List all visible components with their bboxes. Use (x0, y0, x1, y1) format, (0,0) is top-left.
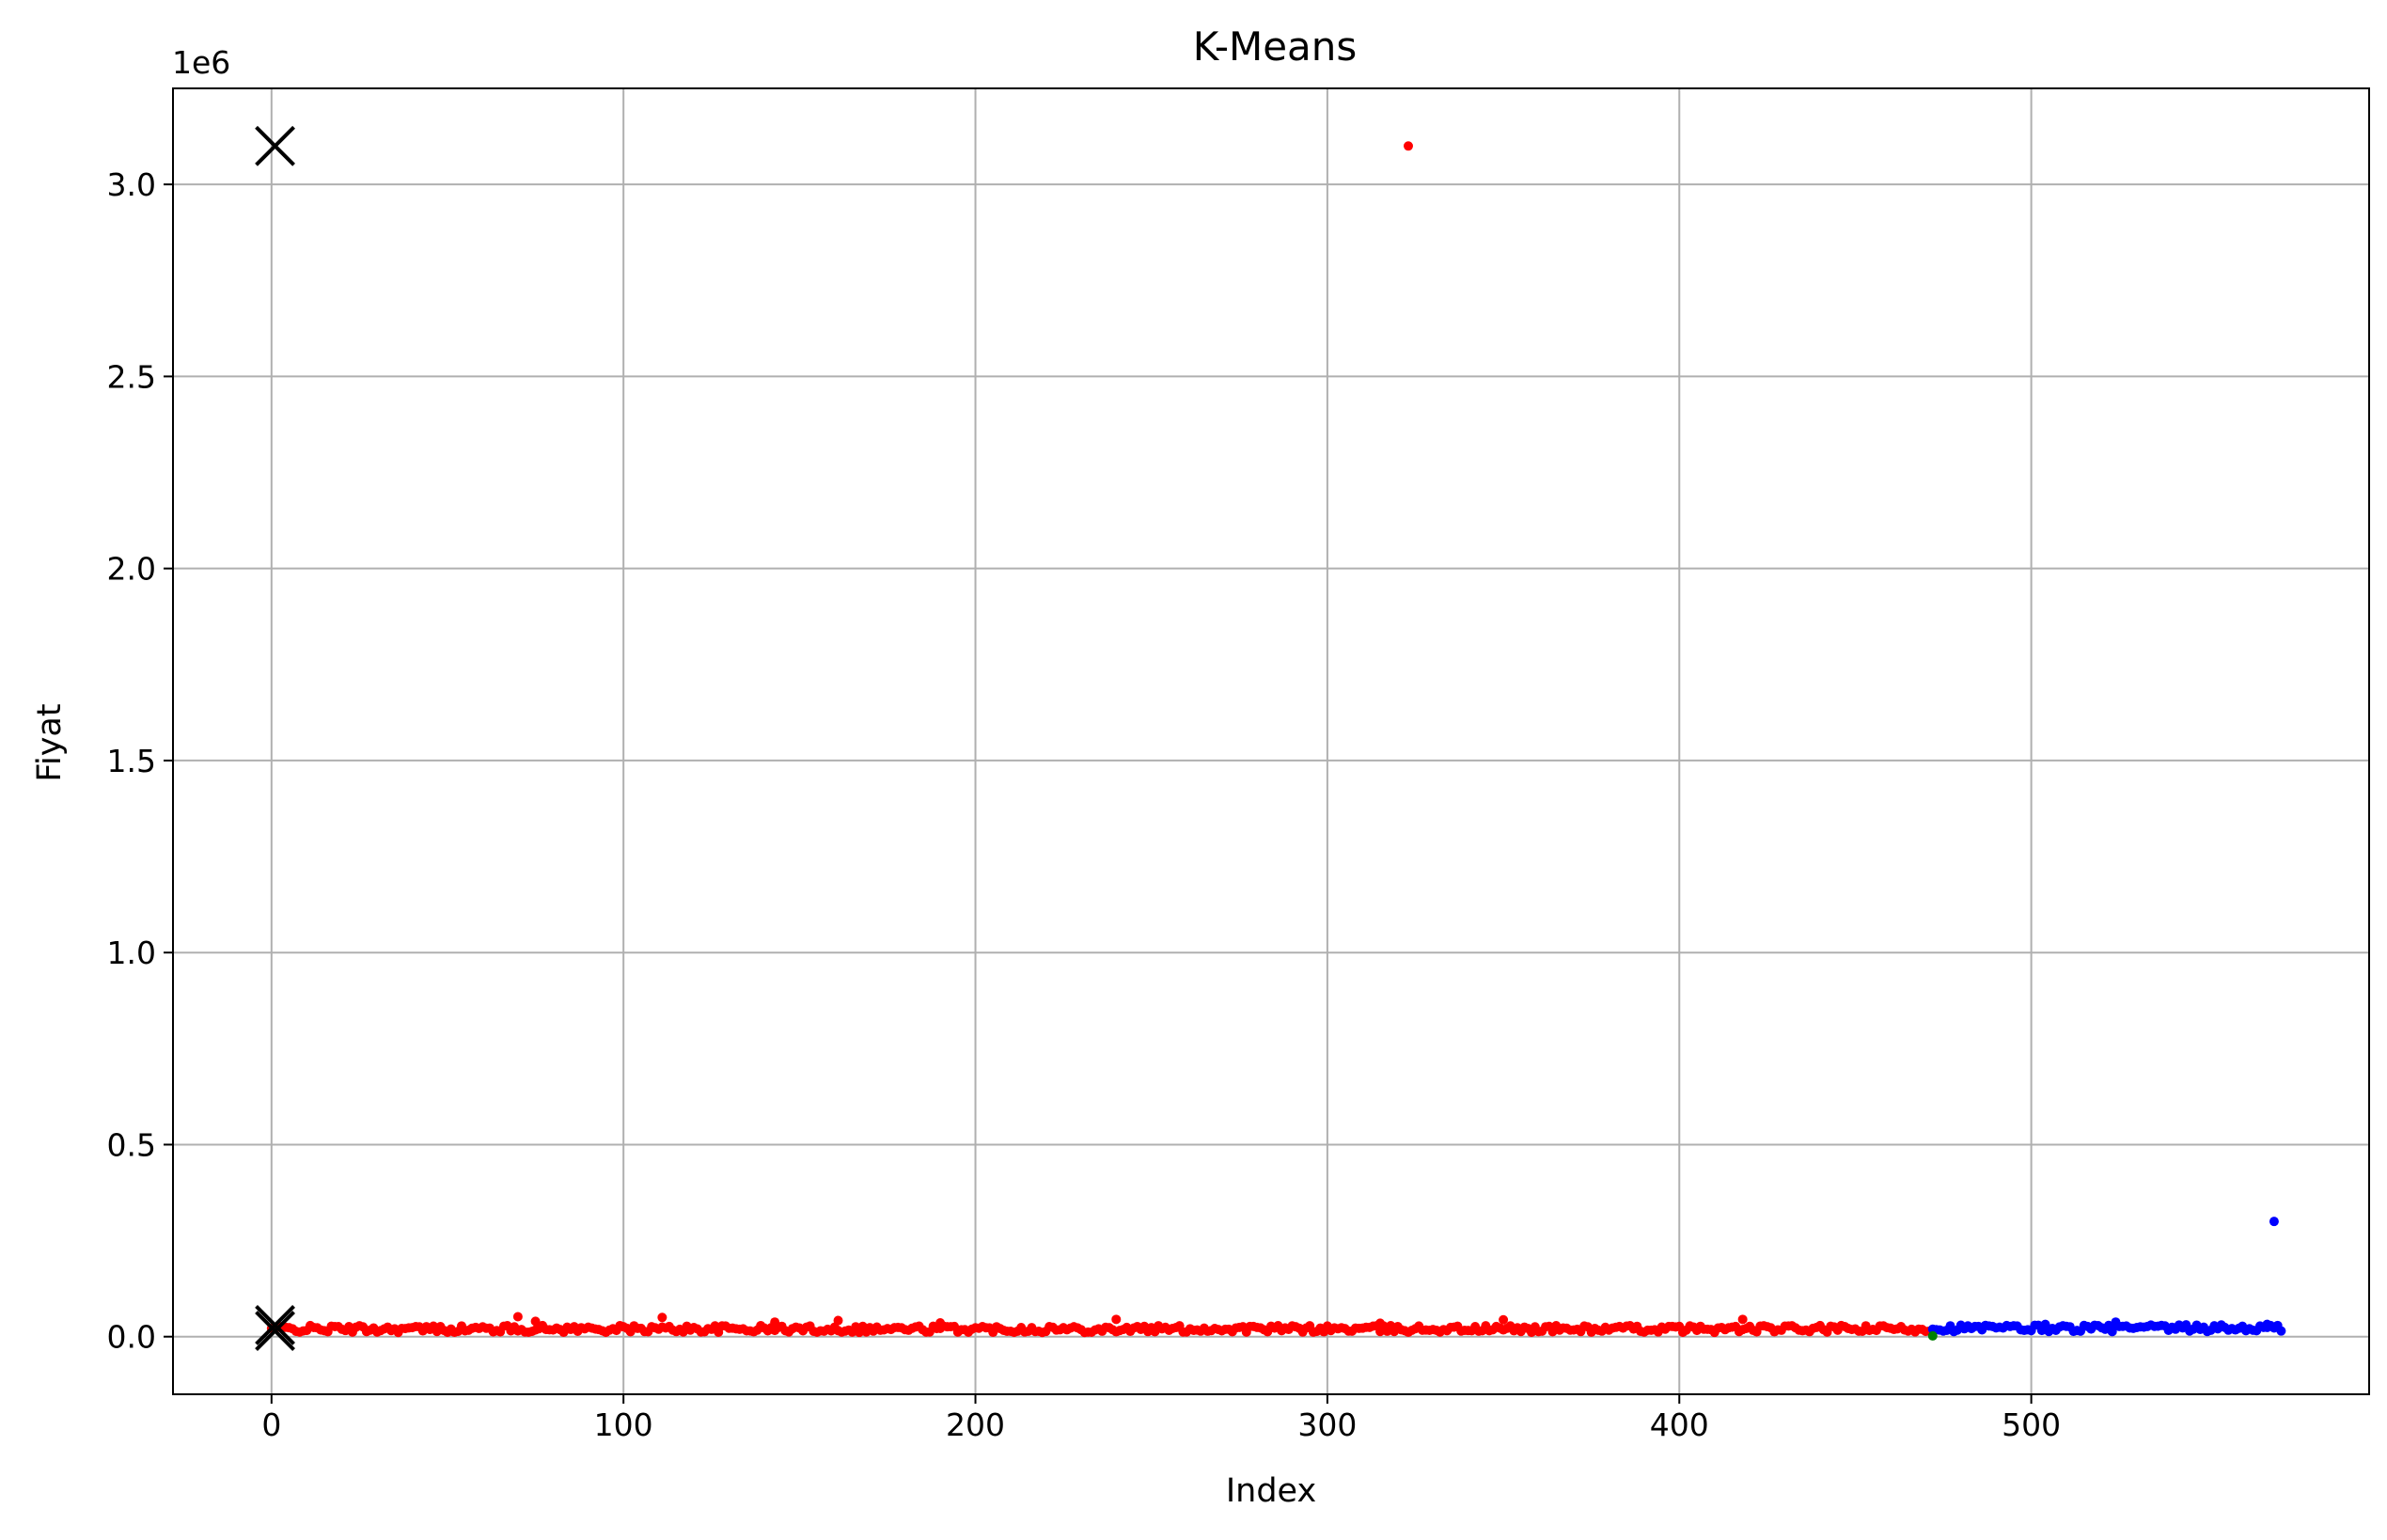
y-tick-label: 0.5 (107, 1126, 156, 1163)
centroid-marker (255, 125, 295, 166)
data-point (530, 1316, 541, 1327)
data-points (266, 141, 2286, 1341)
data-point (770, 1317, 780, 1328)
data-point (1111, 1314, 1122, 1325)
x-tick-label: 400 (1650, 1406, 1709, 1443)
y-axis-label: Fiyat (31, 703, 69, 781)
y-tick-label: 1.0 (107, 935, 156, 971)
data-point (2111, 1317, 2121, 1328)
x-tick-label: 500 (2002, 1406, 2061, 1443)
data-point (2269, 1217, 2279, 1227)
centroids (255, 125, 295, 1352)
data-point (657, 1312, 667, 1323)
x-tick-label: 0 (261, 1406, 281, 1443)
centroid-marker (255, 1305, 295, 1345)
axis-ticks: 0 100 200 300 400 500 0.0 0.5 1.0 1.5 2.0 2.5 3.0 (107, 166, 2062, 1443)
data-point (1404, 141, 1413, 151)
data-point (1499, 1314, 1509, 1325)
data-point (512, 1312, 523, 1322)
y-tick-label: 2.0 (107, 551, 156, 588)
y-tick-label: 3.0 (107, 166, 156, 203)
x-axis-label: Index (1226, 1472, 1316, 1510)
x-tick-label: 200 (946, 1406, 1005, 1443)
chart-title: K-Means (1193, 24, 1358, 70)
y-tick-label: 0.0 (107, 1319, 156, 1356)
data-point (1927, 1330, 1938, 1341)
y-tick-label: 1.5 (107, 743, 156, 779)
data-point (935, 1318, 946, 1328)
grid-lines (173, 88, 2369, 1394)
data-point (833, 1315, 843, 1326)
y-offset-label: 1e6 (172, 44, 230, 81)
y-tick-label: 2.5 (107, 358, 156, 395)
centroid-marker (255, 1311, 295, 1352)
x-tick-label: 300 (1297, 1406, 1357, 1443)
data-point (1375, 1318, 1386, 1328)
data-point (1737, 1314, 1748, 1325)
x-tick-label: 100 (594, 1406, 653, 1443)
data-point (2276, 1326, 2286, 1336)
plot-frame (172, 87, 2370, 1395)
data-point (2262, 1319, 2272, 1329)
data-point (2040, 1319, 2050, 1329)
